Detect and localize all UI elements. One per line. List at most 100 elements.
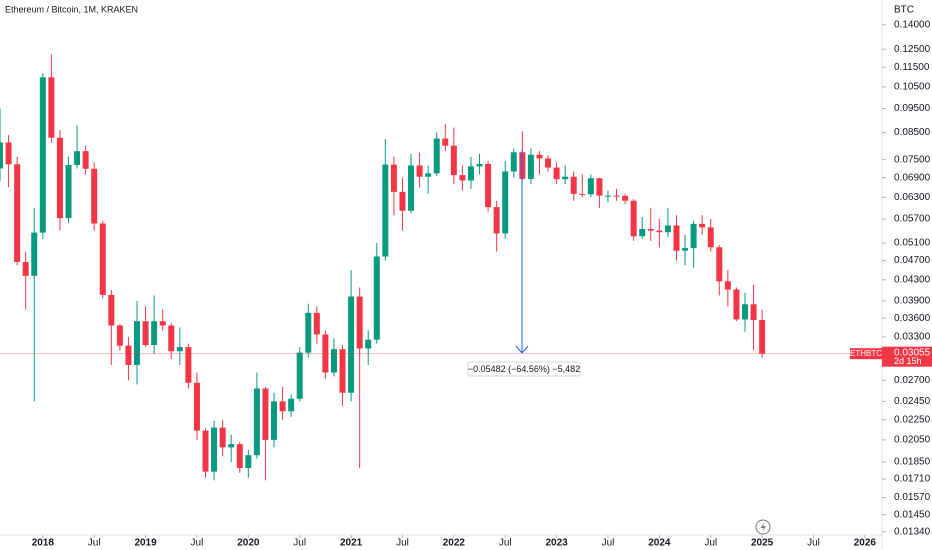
y-tick-label: 0.03900: [894, 296, 931, 307]
candle-body: [673, 225, 680, 251]
candle-body: [416, 165, 423, 177]
y-tick-label: 0.02250: [894, 414, 931, 425]
x-tick-label: Jul: [191, 538, 204, 549]
y-axis-unit: BTC: [894, 5, 914, 16]
candle-body: [433, 138, 440, 174]
y-tick-label: 0.07500: [894, 154, 931, 165]
candle-body: [690, 223, 697, 249]
candle-body: [134, 321, 141, 365]
y-tick-label: 0.11500: [894, 62, 930, 73]
candle-body: [604, 195, 611, 197]
candle-body: [82, 151, 89, 169]
candle-body: [31, 232, 38, 276]
candle-body: [0, 142, 3, 169]
countdown-label: 2d 15h: [894, 356, 922, 366]
y-tick-label: 0.04300: [894, 274, 931, 285]
x-tick-label: 2024: [648, 538, 671, 549]
y-tick-label: 0.05100: [894, 238, 931, 249]
x-tick-label: Jul: [602, 538, 615, 549]
x-tick-label: Jul: [499, 538, 512, 549]
y-tick-label: 0.01710: [894, 474, 931, 485]
candle-body: [74, 151, 81, 165]
y-tick-label: 0.02700: [894, 375, 931, 386]
candle-body: [630, 200, 637, 237]
candle-body: [236, 444, 243, 468]
x-tick-label: 2026: [854, 538, 877, 549]
candle-body: [459, 175, 466, 181]
candle-body: [271, 401, 278, 440]
candle-body: [399, 191, 406, 211]
y-tick-label: 0.04700: [894, 255, 931, 266]
candle-body: [510, 152, 517, 172]
candle-body: [390, 164, 397, 192]
candle-body: [159, 321, 166, 326]
y-tick-label: 0.14000: [894, 19, 931, 30]
candle-body: [125, 345, 132, 365]
candle-body: [176, 347, 183, 352]
candle-body: [750, 304, 757, 321]
candle-body: [313, 312, 320, 335]
y-tick-label: 0.09500: [894, 103, 931, 114]
candle-body: [279, 401, 286, 412]
candle-body: [348, 296, 355, 393]
candle-body: [716, 247, 723, 282]
candle-body: [356, 296, 363, 349]
measure-label: −0.05482 (−64.56%) −5,482: [468, 364, 580, 374]
candle-body: [664, 225, 671, 233]
candle-body: [425, 173, 432, 177]
candle-body: [527, 154, 534, 179]
candle-body: [262, 388, 269, 440]
candle-body: [536, 154, 543, 159]
x-tick-label: 2022: [443, 538, 466, 549]
symbol-tag: [850, 348, 882, 360]
candle-body: [382, 164, 389, 257]
y-tick-label: 0.01570: [894, 492, 931, 503]
candle-body: [502, 171, 509, 234]
candle-body: [587, 178, 594, 195]
y-tick-label: 0.02450: [894, 396, 931, 407]
candle-body: [322, 334, 329, 373]
candle-body: [682, 248, 689, 251]
candle-body: [330, 349, 337, 373]
candle-body: [408, 165, 415, 211]
candle-body: [151, 321, 158, 346]
x-tick-label: Jul: [293, 538, 306, 549]
candle-body: [296, 352, 303, 399]
candle-body: [108, 294, 115, 326]
y-tick-label: 0.01340: [894, 526, 931, 537]
candle-body: [39, 77, 46, 233]
candle-body: [116, 325, 123, 346]
candle-body: [168, 325, 175, 352]
candle-body: [14, 164, 21, 262]
candle-body: [56, 137, 63, 219]
candle-body: [22, 261, 29, 276]
symbol-tag-label: ETHBTC: [850, 349, 882, 358]
candle-body: [288, 398, 295, 412]
x-tick-label: 2021: [340, 538, 363, 549]
candle-body: [202, 430, 209, 472]
candle-body: [373, 256, 380, 340]
candle-body: [476, 163, 483, 167]
candle-body: [647, 229, 654, 231]
candle-body: [759, 320, 766, 354]
y-tick-label: 0.02050: [894, 435, 931, 446]
candle-body: [707, 227, 714, 248]
x-tick-label: Jul: [704, 538, 717, 549]
y-tick-label: 0.12500: [894, 44, 931, 55]
x-tick-label: 2020: [237, 538, 260, 549]
x-tick-label: 2018: [32, 538, 55, 549]
candle-body: [467, 166, 474, 181]
candle-body: [211, 427, 218, 472]
y-tick-label: 0.03300: [894, 332, 931, 343]
candle-body: [613, 195, 620, 197]
candle-body: [48, 77, 55, 138]
candle-body: [562, 176, 569, 180]
y-tick-label: 0.06300: [894, 192, 931, 203]
y-tick-label: 0.01850: [894, 457, 931, 468]
candle-body: [699, 223, 706, 228]
candle-body: [579, 193, 586, 195]
price-tag-label: 0.03055: [894, 347, 931, 358]
candle-body: [485, 163, 492, 208]
